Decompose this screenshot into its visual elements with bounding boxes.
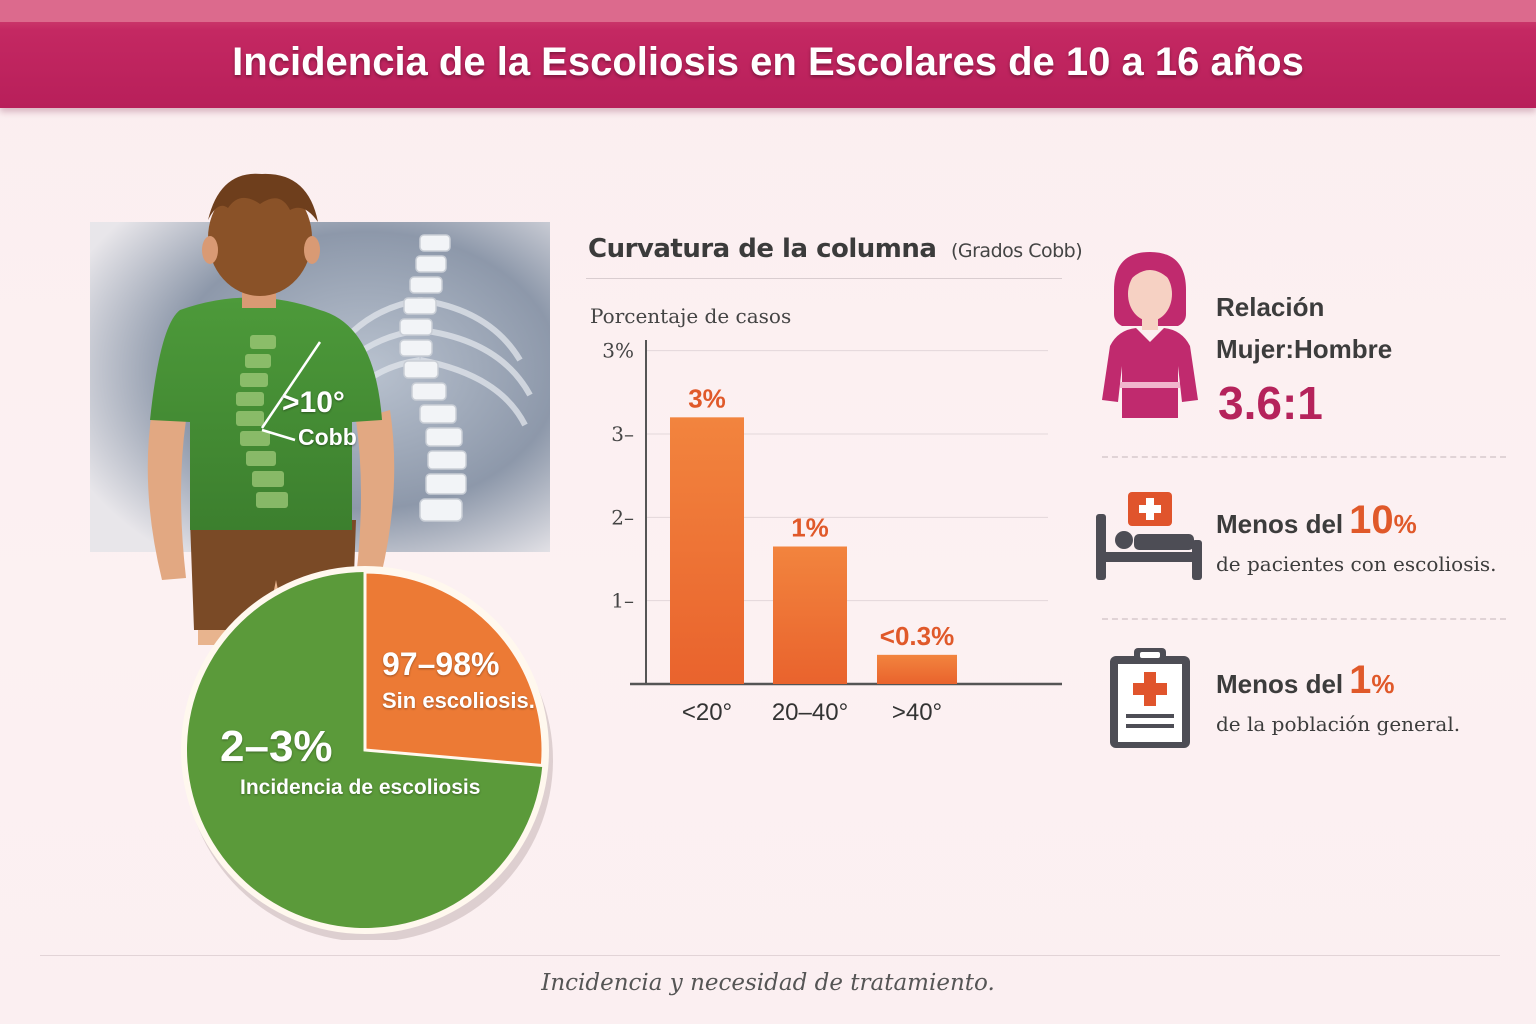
x-tick-label: >40° — [892, 699, 942, 726]
ratio-label-line2: Mujer:Hombre — [1216, 334, 1393, 364]
chart-title: Curvatura de la columna (Grados Cobb) — [588, 234, 1083, 264]
bar-data-label: 3% — [688, 383, 726, 413]
bar-data-label: 1% — [791, 513, 829, 543]
bar — [670, 417, 744, 684]
pie-label-scoliosis-value: 2–3% — [220, 722, 333, 771]
chart-y-axis-label: Porcentaje de casos — [590, 304, 792, 328]
pie-label-no-scoliosis-value: 97–98% — [382, 646, 500, 682]
boy-spine-overlay — [236, 335, 288, 508]
bar — [877, 654, 957, 684]
stats-separator-2 — [1102, 618, 1506, 620]
chart-title-main: Curvatura de la columna — [588, 234, 937, 264]
curvature-bar-chart: 1– 2– 3– 3% 3% <20° 1% 20–40° <0.3% >40° — [602, 339, 1062, 726]
clipboard-medical-icon — [1110, 648, 1190, 748]
scoliosis-illustration — [90, 173, 550, 645]
header-top-stripe — [0, 0, 1536, 22]
ratio-label-line1: Relación — [1216, 292, 1325, 322]
treatment-percent: % — [1393, 509, 1417, 539]
stats-separator-1 — [1102, 456, 1506, 458]
cobb-angle-label: >10° — [282, 386, 345, 419]
footer-caption: Incidencia y necesidad de tratamiento. — [541, 970, 995, 996]
chart-title-divider — [586, 278, 1062, 279]
page-title: Incidencia de la Escoliosis en Escolares… — [232, 40, 1304, 84]
y-tick-label: 1– — [611, 589, 634, 613]
population-stat-caption: de la población general. — [1216, 712, 1461, 736]
treatment-stat-caption: de pacientes con escoliosis. — [1216, 552, 1497, 576]
hospital-bed-icon — [1096, 492, 1202, 580]
pie-label-scoliosis-caption: Incidencia de escoliosis — [240, 776, 481, 799]
woman-icon — [1102, 252, 1198, 418]
y-tick-label: 2– — [611, 505, 634, 529]
population-value: 1 — [1349, 658, 1372, 702]
treatment-value: 10 — [1349, 498, 1394, 542]
population-stat-heading: Menos del 1% — [1216, 658, 1395, 703]
chart-title-note: (Grados Cobb) — [950, 240, 1083, 262]
x-tick-label: 20–40° — [772, 699, 848, 726]
bar-data-label: <0.3% — [880, 621, 954, 651]
ratio-value: 3.6:1 — [1218, 377, 1323, 429]
y-tick-label: 3% — [602, 339, 634, 363]
xray-spine — [399, 234, 467, 522]
incidence-pie-chart — [181, 566, 553, 940]
bar — [773, 546, 847, 684]
population-prefix: Menos del — [1216, 669, 1344, 699]
footer-divider — [40, 955, 1500, 956]
pie-label-no-scoliosis-caption: Sin escoliosis. — [382, 688, 535, 713]
header-banner: Incidencia de la Escoliosis en Escolares… — [0, 0, 1536, 108]
treatment-prefix: Menos del — [1216, 509, 1344, 539]
pie-slice-no-scoliosis — [363, 570, 545, 768]
population-percent: % — [1371, 669, 1395, 699]
y-tick-label: 3– — [611, 422, 634, 446]
x-tick-label: <20° — [682, 699, 732, 726]
boy-shirt — [150, 297, 382, 530]
cobb-unit-label: Cobb — [298, 424, 357, 450]
treatment-stat-heading: Menos del 10% — [1216, 498, 1417, 543]
